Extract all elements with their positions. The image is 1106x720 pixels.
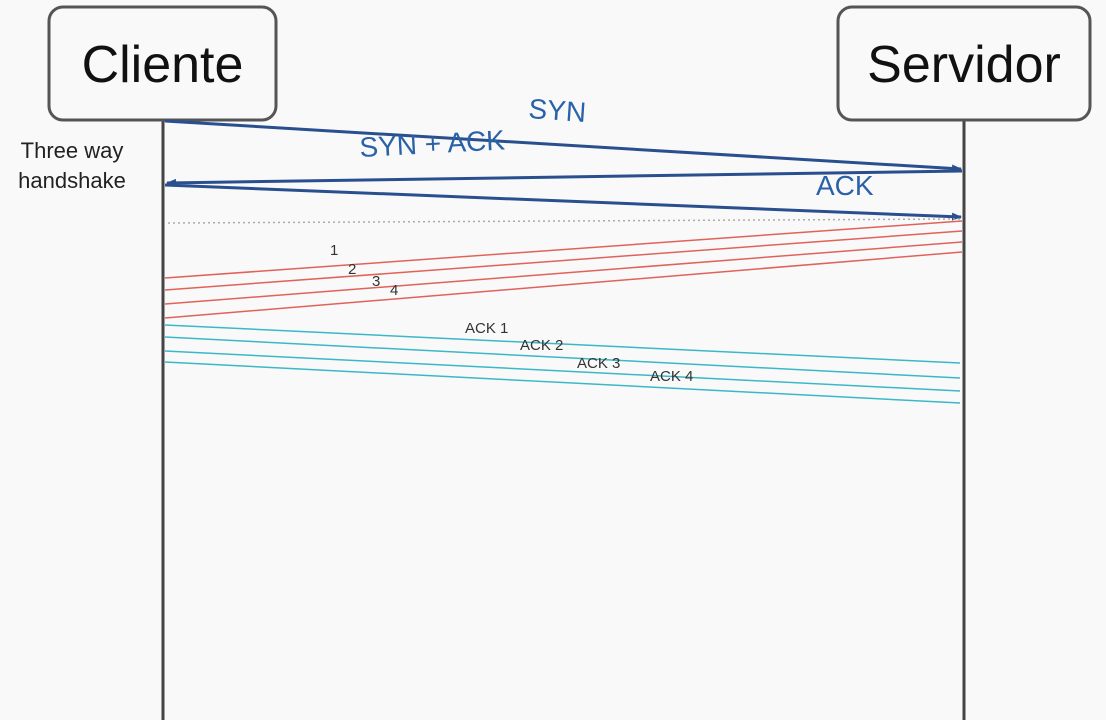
segment-line bbox=[164, 241, 963, 305]
ack-line bbox=[164, 336, 961, 379]
segment-label: 3 bbox=[372, 273, 380, 290]
ack-label: ACK bbox=[816, 170, 874, 201]
syn-label: SYN bbox=[528, 93, 588, 128]
segment-line bbox=[164, 220, 963, 279]
ack-segment-label: ACK 3 bbox=[577, 355, 620, 372]
server-box: Servidor bbox=[836, 5, 1092, 122]
segment-line bbox=[164, 230, 963, 291]
three-way-label: Three way bbox=[21, 138, 124, 163]
ack-segment-label: ACK 4 bbox=[650, 368, 693, 385]
ack-line bbox=[164, 361, 961, 404]
ack-segment-label: ACK 1 bbox=[465, 320, 508, 337]
server-label: Servidor bbox=[867, 36, 1061, 94]
client-label: Cliente bbox=[82, 36, 244, 94]
syn-arrow bbox=[164, 119, 962, 173]
syn-ack-arrow bbox=[166, 169, 963, 187]
separator-line bbox=[167, 218, 961, 224]
ack-line bbox=[164, 324, 961, 364]
ack-line bbox=[164, 350, 961, 392]
handshake-label: handshake bbox=[18, 168, 126, 193]
syn-ack-label: SYN + ACK bbox=[359, 124, 506, 163]
client-box: Cliente bbox=[47, 5, 278, 122]
segment-line bbox=[164, 251, 963, 319]
segment-label: 4 bbox=[390, 282, 398, 299]
segment-label: 1 bbox=[330, 242, 338, 259]
segment-label: 2 bbox=[348, 261, 356, 278]
ack-segment-label: ACK 2 bbox=[520, 337, 563, 354]
ack-arrow bbox=[164, 183, 962, 221]
